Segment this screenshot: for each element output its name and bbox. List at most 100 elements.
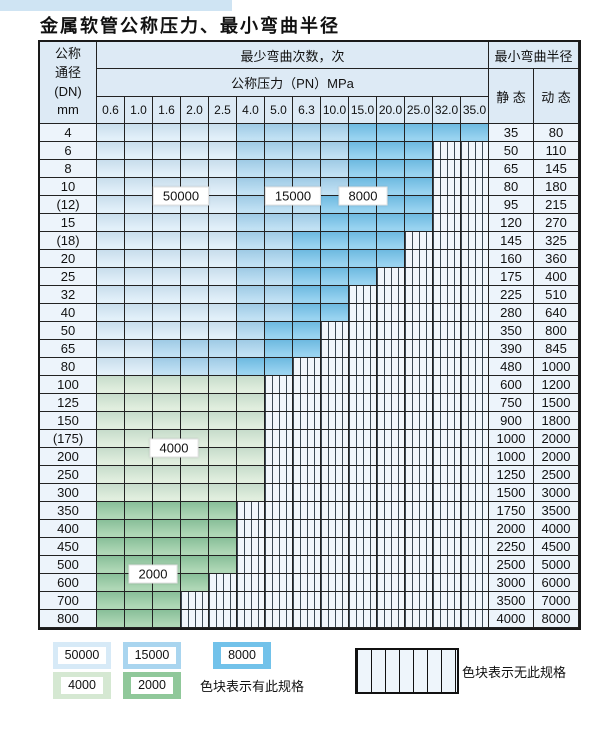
- no-spec-cell: [405, 412, 433, 430]
- no-spec-cell: [209, 574, 237, 592]
- dynamic-header: 动 态: [534, 69, 579, 124]
- spec-cell: [209, 304, 237, 322]
- spec-cell: [97, 160, 125, 178]
- spec-cell: [153, 412, 181, 430]
- spec-cell: [293, 304, 321, 322]
- legend-swatch-15000: 15000: [123, 642, 181, 669]
- dynamic-value: 2000: [534, 430, 579, 448]
- spec-cell: [377, 124, 405, 142]
- static-value: 350: [489, 322, 534, 340]
- dynamic-value: 1500: [534, 394, 579, 412]
- dynamic-value: 3000: [534, 484, 579, 502]
- no-spec-cell: [433, 340, 461, 358]
- no-spec-cell: [433, 322, 461, 340]
- spec-cell: [321, 250, 349, 268]
- no-spec-cell: [433, 412, 461, 430]
- spec-cell: [125, 358, 153, 376]
- no-spec-cell: [265, 430, 293, 448]
- spec-cell: [97, 394, 125, 412]
- dynamic-value: 2500: [534, 466, 579, 484]
- spec-cell: [153, 538, 181, 556]
- no-spec-cell: [237, 610, 265, 628]
- no-spec-cell: [181, 592, 209, 610]
- spec-cell: [237, 268, 265, 286]
- spec-cell: [209, 376, 237, 394]
- spec-cell: [125, 142, 153, 160]
- spec-cell: [153, 232, 181, 250]
- no-spec-cell: [405, 520, 433, 538]
- no-spec-cell: [321, 430, 349, 448]
- spec-cell: [181, 160, 209, 178]
- no-spec-cell: [321, 448, 349, 466]
- spec-cell: [377, 142, 405, 160]
- spec-cell: [265, 142, 293, 160]
- spec-cell: [181, 538, 209, 556]
- no-spec-cell: [433, 160, 461, 178]
- static-value: 35: [489, 124, 534, 142]
- no-spec-cell: [461, 322, 489, 340]
- spec-cell: [209, 448, 237, 466]
- no-spec-cell: [433, 556, 461, 574]
- page-title: 金属软管公称压力、最小弯曲半径: [40, 16, 340, 36]
- spec-cell: [209, 340, 237, 358]
- no-spec-cell: [377, 556, 405, 574]
- spec-cell: [153, 268, 181, 286]
- pressure-tick: 10.0: [321, 97, 349, 124]
- spec-cell: [293, 232, 321, 250]
- no-spec-cell: [265, 610, 293, 628]
- spec-cell: [293, 322, 321, 340]
- static-value: 65: [489, 160, 534, 178]
- no-spec-cell: [461, 232, 489, 250]
- spec-cell: [237, 466, 265, 484]
- dn-cell: 15: [40, 214, 97, 232]
- no-spec-cell: [377, 502, 405, 520]
- dn-cell: 32: [40, 286, 97, 304]
- no-spec-cell: [377, 340, 405, 358]
- no-spec-cell: [349, 412, 377, 430]
- spec-cell: [209, 538, 237, 556]
- spec-cell: [97, 538, 125, 556]
- spec-cell: [153, 610, 181, 628]
- no-spec-cell: [293, 448, 321, 466]
- static-value: 3500: [489, 592, 534, 610]
- spec-cell: [97, 556, 125, 574]
- spec-cell: [209, 322, 237, 340]
- spec-cell: [237, 412, 265, 430]
- no-spec-cell: [461, 556, 489, 574]
- legend-swatch-label: 4000: [61, 677, 103, 694]
- bend-count-label: 4000: [149, 438, 199, 458]
- no-spec-cell: [433, 574, 461, 592]
- no-spec-cell: [405, 484, 433, 502]
- spec-cell: [125, 520, 153, 538]
- no-spec-cell: [265, 556, 293, 574]
- spec-cell: [293, 160, 321, 178]
- no-spec-cell: [377, 412, 405, 430]
- spec-cell: [321, 142, 349, 160]
- no-spec-cell: [405, 592, 433, 610]
- spec-cell: [125, 502, 153, 520]
- spec-cell: [153, 520, 181, 538]
- no-spec-cell: [293, 520, 321, 538]
- spec-cell: [349, 124, 377, 142]
- dn-header-cell: 公称 通径 (DN) mm: [40, 42, 97, 124]
- no-spec-cell: [405, 304, 433, 322]
- spec-cell: [265, 322, 293, 340]
- no-spec-cell: [293, 376, 321, 394]
- no-spec-cell: [321, 322, 349, 340]
- no-spec-cell: [349, 538, 377, 556]
- spec-cell: [237, 196, 265, 214]
- spec-cell: [97, 322, 125, 340]
- no-spec-cell: [461, 376, 489, 394]
- no-spec-cell: [461, 250, 489, 268]
- no-spec-cell: [461, 358, 489, 376]
- static-value: 225: [489, 286, 534, 304]
- dynamic-value: 1000: [534, 358, 579, 376]
- spec-cell: [125, 340, 153, 358]
- no-spec-cell: [433, 304, 461, 322]
- spec-cell: [97, 574, 125, 592]
- spec-cell: [237, 340, 265, 358]
- spec-cell: [97, 232, 125, 250]
- dynamic-value: 845: [534, 340, 579, 358]
- spec-cell: [97, 196, 125, 214]
- spec-cell: [97, 520, 125, 538]
